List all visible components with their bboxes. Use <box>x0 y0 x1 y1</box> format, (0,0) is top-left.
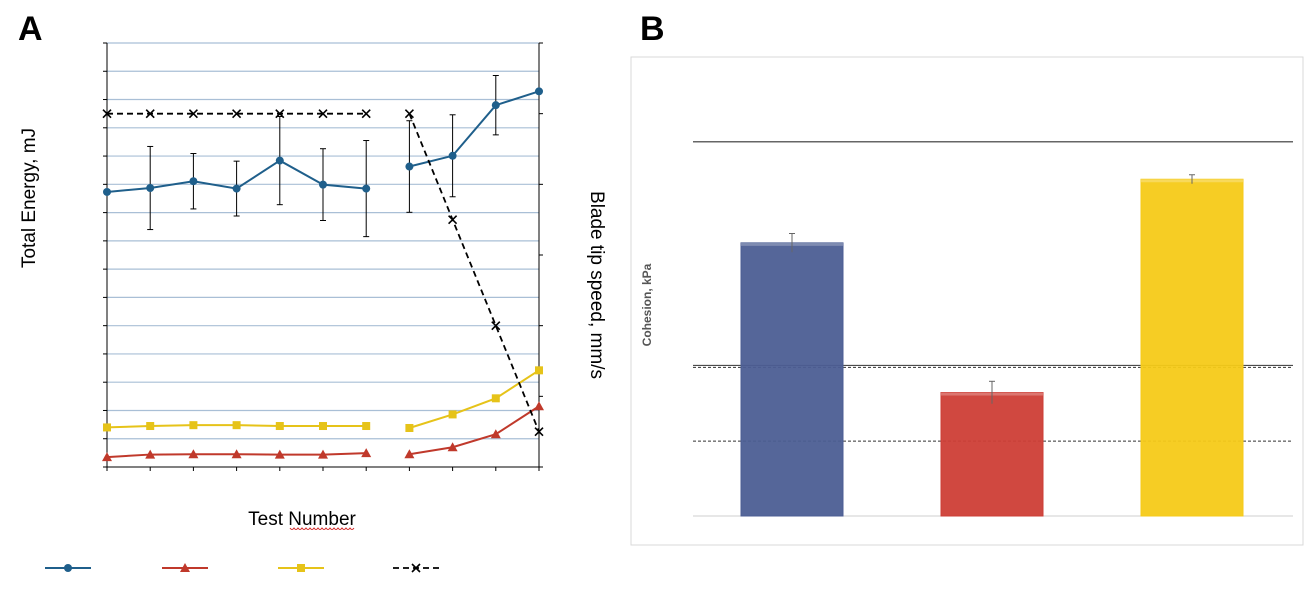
data-point <box>274 449 285 459</box>
bar <box>940 392 1044 517</box>
data-point <box>189 177 198 186</box>
data-point <box>146 184 155 193</box>
data-point <box>188 449 199 459</box>
tip-speed-marker-stroke <box>232 109 242 119</box>
data-point <box>319 180 327 189</box>
bar-nbd-021 <box>1140 174 1244 517</box>
data-point <box>490 429 501 439</box>
data-point <box>361 448 372 458</box>
bar-lh-11 <box>740 233 844 517</box>
series-lh-31 <box>102 401 544 462</box>
data-point <box>405 162 414 171</box>
chart-a-grid <box>107 42 539 440</box>
data-point <box>535 366 543 375</box>
data-point <box>232 421 241 430</box>
data-point <box>447 442 458 452</box>
legend-marker <box>180 563 190 572</box>
data-point <box>275 109 285 119</box>
chart-a-y2-axis-title: Blade tip speed, mm/s <box>586 191 607 379</box>
data-point <box>448 410 457 419</box>
data-point <box>103 187 111 196</box>
legend-marker <box>297 564 305 572</box>
tip-speed-marker-stroke <box>361 109 371 119</box>
data-point <box>491 321 501 331</box>
data-point <box>448 151 457 160</box>
data-point <box>405 423 414 432</box>
chart-a-y-axis-title: Total Energy, mJ <box>19 128 40 268</box>
tip-speed-marker-stroke <box>145 109 155 119</box>
panel-label-b: B <box>640 10 665 48</box>
data-point <box>146 422 155 431</box>
data-point <box>103 423 111 432</box>
chart-a: A Test Number Total Energy, mJ Blade tip… <box>18 10 607 573</box>
series-line <box>409 369 540 429</box>
tip-speed-marker-stroke <box>275 109 285 119</box>
tip-speed-marker-stroke <box>448 215 458 225</box>
chart-b-y-axis-title: Cohesion, kPa <box>640 263 654 346</box>
series-line <box>408 113 540 433</box>
data-point <box>534 427 544 437</box>
tip-speed-marker-stroke <box>188 109 198 119</box>
chart-a-x-axis-title: Test Number <box>248 509 356 530</box>
data-point <box>232 184 241 193</box>
data-point <box>534 401 544 411</box>
data-point <box>404 109 414 119</box>
data-point <box>145 109 155 119</box>
data-point <box>491 394 500 403</box>
chart-b: B Cohesion, kPa <box>630 10 1304 546</box>
bar-lh-31 <box>940 380 1044 517</box>
data-point <box>275 156 284 165</box>
panel-label-a: A <box>18 10 43 48</box>
data-point <box>319 422 327 431</box>
tip-speed-marker-stroke <box>102 109 112 119</box>
data-point <box>361 109 371 119</box>
data-point <box>318 449 328 459</box>
chart-a-series <box>102 75 544 462</box>
data-point <box>102 452 112 462</box>
data-point <box>404 449 415 459</box>
data-point <box>189 421 198 430</box>
series-nbd-021 <box>103 366 543 432</box>
data-point <box>318 109 328 119</box>
data-point <box>491 101 500 110</box>
legend-marker <box>411 563 421 573</box>
chart-a-axes <box>106 43 540 468</box>
chart-a-legend <box>45 563 439 573</box>
tip-speed-marker-stroke <box>534 427 544 437</box>
chart-b-bars <box>740 174 1244 517</box>
series-line <box>409 90 540 168</box>
chart-a-tick-labels <box>103 42 543 471</box>
spellcheck-underline <box>289 527 355 530</box>
data-point <box>102 109 112 119</box>
data-point <box>188 109 198 119</box>
tip-speed-marker-stroke <box>404 109 414 119</box>
tip-speed-marker-stroke <box>318 109 328 119</box>
data-point <box>232 109 242 119</box>
tip-speed-marker-stroke <box>491 321 501 331</box>
bar <box>1140 178 1244 517</box>
series-tip-speed-mm-s- <box>102 109 544 437</box>
data-point <box>535 87 543 96</box>
data-point <box>362 184 371 193</box>
data-point <box>362 422 371 431</box>
bar <box>740 242 844 517</box>
data-point <box>231 449 242 459</box>
legend-marker <box>64 564 72 572</box>
series-line <box>409 405 540 456</box>
data-point <box>448 215 458 225</box>
data-point <box>275 422 284 431</box>
series-lh-11 <box>103 75 543 238</box>
tip-speed-marker-stroke <box>411 563 421 573</box>
data-point <box>145 449 156 459</box>
